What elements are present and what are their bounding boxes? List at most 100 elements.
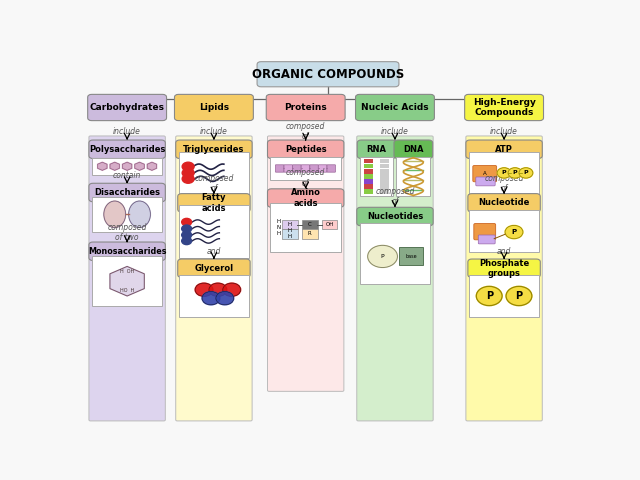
- FancyBboxPatch shape: [468, 259, 540, 277]
- Text: include: include: [490, 127, 518, 136]
- Text: Polysaccharides: Polysaccharides: [89, 145, 165, 154]
- FancyBboxPatch shape: [380, 179, 389, 184]
- FancyBboxPatch shape: [469, 152, 540, 194]
- FancyBboxPatch shape: [364, 184, 373, 189]
- FancyBboxPatch shape: [469, 210, 540, 252]
- FancyBboxPatch shape: [89, 183, 165, 202]
- FancyBboxPatch shape: [465, 95, 543, 120]
- FancyBboxPatch shape: [356, 95, 435, 120]
- Circle shape: [182, 225, 191, 232]
- Text: Carbohydrates: Carbohydrates: [90, 103, 164, 112]
- Text: H: H: [277, 231, 281, 236]
- FancyBboxPatch shape: [356, 207, 433, 226]
- Circle shape: [506, 287, 532, 306]
- Text: Nucleic Acids: Nucleic Acids: [361, 103, 429, 112]
- Text: Peptides: Peptides: [285, 145, 326, 154]
- Circle shape: [223, 283, 241, 296]
- FancyBboxPatch shape: [284, 165, 292, 172]
- Text: composed
of: composed of: [194, 174, 234, 193]
- Text: HO  H: HO H: [120, 288, 134, 293]
- Text: ORGANIC COMPOUNDS: ORGANIC COMPOUNDS: [252, 68, 404, 81]
- Text: P: P: [511, 229, 516, 235]
- FancyBboxPatch shape: [364, 169, 373, 174]
- FancyBboxPatch shape: [360, 157, 394, 196]
- FancyBboxPatch shape: [268, 136, 344, 391]
- FancyBboxPatch shape: [319, 165, 327, 172]
- FancyBboxPatch shape: [364, 174, 373, 179]
- Circle shape: [182, 237, 191, 245]
- Text: ATP: ATP: [495, 145, 513, 154]
- Text: Nucleotides: Nucleotides: [367, 212, 423, 221]
- FancyBboxPatch shape: [301, 229, 317, 239]
- Text: include: include: [113, 127, 141, 136]
- FancyBboxPatch shape: [356, 136, 433, 421]
- FancyBboxPatch shape: [271, 203, 341, 252]
- FancyBboxPatch shape: [474, 224, 495, 240]
- Circle shape: [195, 283, 213, 296]
- Text: and: and: [207, 247, 221, 256]
- FancyBboxPatch shape: [466, 140, 542, 158]
- FancyBboxPatch shape: [89, 140, 165, 158]
- Circle shape: [497, 168, 511, 178]
- FancyBboxPatch shape: [478, 235, 495, 244]
- Circle shape: [202, 291, 220, 305]
- FancyBboxPatch shape: [476, 177, 495, 186]
- Text: Phosphate
groups: Phosphate groups: [479, 259, 529, 278]
- FancyBboxPatch shape: [473, 166, 497, 182]
- FancyBboxPatch shape: [176, 136, 252, 421]
- FancyBboxPatch shape: [89, 136, 165, 421]
- FancyBboxPatch shape: [364, 179, 373, 184]
- Text: composed
of: composed of: [286, 168, 325, 188]
- FancyBboxPatch shape: [268, 189, 344, 207]
- Text: composed
of two: composed of two: [108, 223, 147, 242]
- Circle shape: [182, 231, 191, 239]
- FancyBboxPatch shape: [399, 247, 423, 265]
- FancyBboxPatch shape: [178, 193, 250, 212]
- Text: A: A: [483, 171, 486, 176]
- FancyBboxPatch shape: [380, 158, 389, 163]
- FancyBboxPatch shape: [360, 223, 430, 284]
- FancyBboxPatch shape: [301, 165, 310, 172]
- Text: Triglycerides: Triglycerides: [183, 145, 244, 154]
- Circle shape: [508, 168, 522, 178]
- Circle shape: [519, 168, 533, 178]
- Text: P: P: [524, 170, 528, 175]
- FancyBboxPatch shape: [364, 164, 373, 168]
- FancyBboxPatch shape: [178, 259, 250, 277]
- Circle shape: [209, 283, 227, 296]
- FancyBboxPatch shape: [275, 165, 284, 172]
- Text: R: R: [308, 231, 312, 236]
- Text: Monosaccharides: Monosaccharides: [88, 247, 166, 256]
- Circle shape: [216, 291, 234, 305]
- Text: H
H: H H: [288, 228, 292, 240]
- Text: High-Energy
Compounds: High-Energy Compounds: [473, 98, 536, 117]
- FancyBboxPatch shape: [380, 184, 389, 189]
- Ellipse shape: [104, 201, 125, 228]
- Text: C: C: [308, 222, 312, 227]
- FancyBboxPatch shape: [327, 165, 335, 172]
- FancyBboxPatch shape: [179, 275, 249, 317]
- FancyBboxPatch shape: [292, 165, 301, 172]
- Text: Proteins: Proteins: [284, 103, 327, 112]
- FancyBboxPatch shape: [175, 95, 253, 120]
- Text: P: P: [513, 170, 517, 175]
- Text: RNA: RNA: [367, 145, 387, 154]
- Text: Glycerol: Glycerol: [195, 264, 234, 273]
- Text: P: P: [381, 254, 385, 259]
- FancyBboxPatch shape: [92, 158, 163, 175]
- FancyBboxPatch shape: [469, 275, 540, 317]
- Text: include: include: [200, 127, 228, 136]
- FancyBboxPatch shape: [266, 95, 345, 120]
- FancyBboxPatch shape: [268, 140, 344, 158]
- Circle shape: [505, 226, 523, 239]
- Circle shape: [182, 168, 194, 177]
- FancyBboxPatch shape: [176, 140, 252, 158]
- FancyBboxPatch shape: [380, 189, 389, 194]
- FancyBboxPatch shape: [310, 165, 318, 172]
- FancyBboxPatch shape: [321, 220, 337, 229]
- FancyBboxPatch shape: [179, 152, 249, 194]
- FancyBboxPatch shape: [271, 156, 341, 180]
- Text: P: P: [502, 170, 506, 175]
- FancyBboxPatch shape: [88, 95, 166, 120]
- Text: composed
of: composed of: [375, 187, 415, 206]
